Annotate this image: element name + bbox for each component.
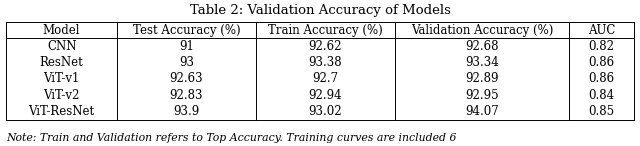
Text: 0.86: 0.86 [588, 72, 614, 85]
Text: ViT-v2: ViT-v2 [44, 89, 80, 102]
Text: 0.84: 0.84 [588, 89, 614, 102]
Text: ViT-v1: ViT-v1 [44, 72, 80, 85]
Text: ViT-ResNet: ViT-ResNet [29, 105, 95, 118]
Text: AUC: AUC [588, 24, 615, 36]
Text: 93.02: 93.02 [308, 105, 342, 118]
Text: Train Accuracy (%): Train Accuracy (%) [268, 24, 383, 36]
Text: 93.34: 93.34 [465, 56, 499, 69]
Text: 93.38: 93.38 [308, 56, 342, 69]
Text: ResNet: ResNet [40, 56, 83, 69]
Text: 92.83: 92.83 [170, 89, 203, 102]
Text: 94.07: 94.07 [465, 105, 499, 118]
Text: 92.7: 92.7 [312, 72, 339, 85]
Text: 92.63: 92.63 [170, 72, 203, 85]
Text: Table 2: Validation Accuracy of Models: Table 2: Validation Accuracy of Models [189, 4, 451, 17]
Text: 92.94: 92.94 [308, 89, 342, 102]
Text: 92.89: 92.89 [465, 72, 499, 85]
Text: CNN: CNN [47, 40, 76, 53]
Text: Model: Model [43, 24, 81, 36]
Text: 92.62: 92.62 [308, 40, 342, 53]
Text: 92.68: 92.68 [465, 40, 499, 53]
Text: Test Accuracy (%): Test Accuracy (%) [132, 24, 240, 36]
Text: 92.95: 92.95 [465, 89, 499, 102]
Text: 0.86: 0.86 [588, 56, 614, 69]
Text: Validation Accuracy (%): Validation Accuracy (%) [411, 24, 554, 36]
Text: Note: Train and Validation refers to Top Accuracy. Training curves are included : Note: Train and Validation refers to Top… [6, 133, 457, 143]
Text: 93.9: 93.9 [173, 105, 200, 118]
Text: 91: 91 [179, 40, 194, 53]
Text: 0.85: 0.85 [588, 105, 614, 118]
Text: 0.82: 0.82 [589, 40, 614, 53]
Text: 93: 93 [179, 56, 194, 69]
